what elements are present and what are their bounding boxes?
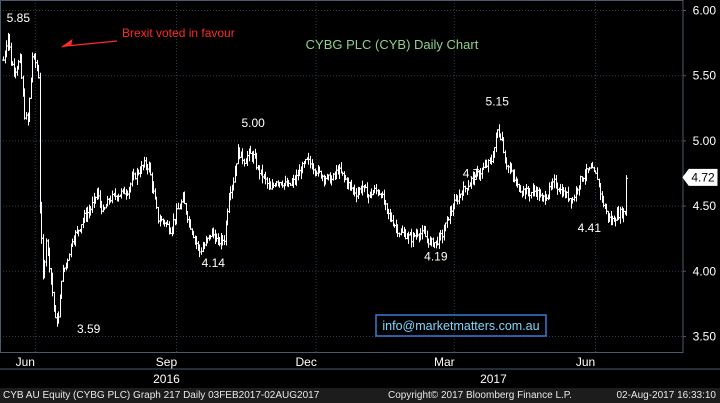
ohlc-bar	[373, 185, 376, 194]
ohlc-bar	[80, 224, 83, 234]
x-year-label: 2016	[153, 372, 180, 386]
last-price-marker	[682, 168, 718, 186]
y-tick-label: 6.00	[693, 4, 717, 18]
ohlc-bar	[120, 188, 123, 199]
ohlc-bar	[91, 196, 94, 213]
price-annotation: 4.41	[578, 221, 602, 235]
price-bars	[2, 32, 628, 327]
ohlc-bar	[111, 190, 114, 204]
x-month-label: Dec	[295, 355, 316, 369]
ohlc-bar	[39, 72, 42, 214]
brexit-arrow	[65, 40, 118, 47]
ohlc-bar	[398, 232, 401, 238]
price-annotation: 4.7	[463, 166, 480, 180]
y-tick-label: 5.00	[693, 134, 717, 148]
watermark-text: info@marketmatters.com.au	[382, 319, 539, 333]
ohlc-bar	[355, 187, 358, 203]
ohlc-bar	[487, 159, 490, 173]
price-annotation: 4.14	[202, 256, 226, 270]
brexit-note-text: Brexit voted in favour	[122, 26, 235, 40]
x-month-label: Jun	[16, 355, 35, 369]
watermark-box: info@marketmatters.com.au	[375, 314, 547, 337]
x-axis: Jun Sep Dec Mar Jun 2016 2017	[16, 355, 596, 386]
ohlc-bar	[223, 235, 226, 246]
ohlc-bar	[410, 228, 413, 248]
plot-border	[0, 0, 684, 353]
chart-title: CYBG PLC (CYB) Daily Chart	[306, 37, 479, 52]
ohlc-bar	[62, 264, 65, 283]
price-annotation: 5.15	[486, 94, 510, 108]
price-annotation: 5.85	[7, 11, 31, 25]
ohlc-bar	[507, 164, 510, 173]
ohlc-bar	[243, 158, 246, 167]
price-annotations: 5.85 3.59 4.14 5.00 4.19 5.15 4.7 4.41	[7, 11, 602, 336]
y-tick-label: 4.50	[693, 199, 717, 213]
y-tick-label: 3.50	[693, 330, 717, 344]
arrow-head-icon	[61, 38, 73, 48]
brexit-annotation: Brexit voted in favour	[61, 26, 235, 48]
ohlc-bar	[464, 185, 467, 193]
ohlc-bar	[421, 225, 424, 240]
ohlc-bar	[573, 194, 576, 202]
y-axis: 6.00 5.50 5.00 4.50 4.00 3.50	[683, 4, 716, 344]
ohlc-bar	[40, 201, 43, 244]
footer-timestamp: 02-Aug-2017 16:33:10	[616, 390, 716, 401]
y-tick-label: 5.50	[693, 69, 717, 83]
price-annotation: 3.59	[77, 322, 101, 336]
ohlc-bar	[375, 183, 378, 195]
last-price-tag: 4.72	[682, 168, 718, 186]
footer-bar: CYB AU Equity (CYBG PLC) Graph 217 Daily…	[0, 388, 720, 403]
last-price-label: 4.72	[691, 170, 715, 184]
footer-copyright: Copyright© 2017 Bloomberg Finance L.P.	[388, 390, 572, 401]
x-year-label: 2017	[480, 372, 507, 386]
ohlc-bar	[309, 155, 312, 169]
ohlc-bar	[281, 180, 284, 188]
ohlc-bar	[266, 177, 269, 189]
ohlc-bar	[553, 174, 556, 189]
y-tick-label: 4.00	[693, 264, 717, 278]
x-month-label: Jun	[576, 355, 595, 369]
ohlc-bar	[45, 238, 48, 267]
x-month-label: Mar	[434, 355, 455, 369]
x-month-label: Sep	[156, 355, 178, 369]
ohlc-bar	[625, 175, 628, 216]
footer-security-info: CYB AU Equity (CYBG PLC) Graph 217 Daily…	[3, 390, 320, 401]
ohlc-bar	[25, 112, 28, 120]
chart-grid	[0, 0, 720, 370]
price-annotation: 5.00	[242, 116, 266, 130]
ohlc-bar	[114, 188, 117, 201]
ohlc-bar	[482, 162, 485, 170]
price-annotation: 4.19	[424, 250, 448, 264]
ohlc-bar	[258, 165, 261, 180]
ohlc-bar	[596, 167, 599, 181]
ohlc-bar	[186, 210, 189, 223]
